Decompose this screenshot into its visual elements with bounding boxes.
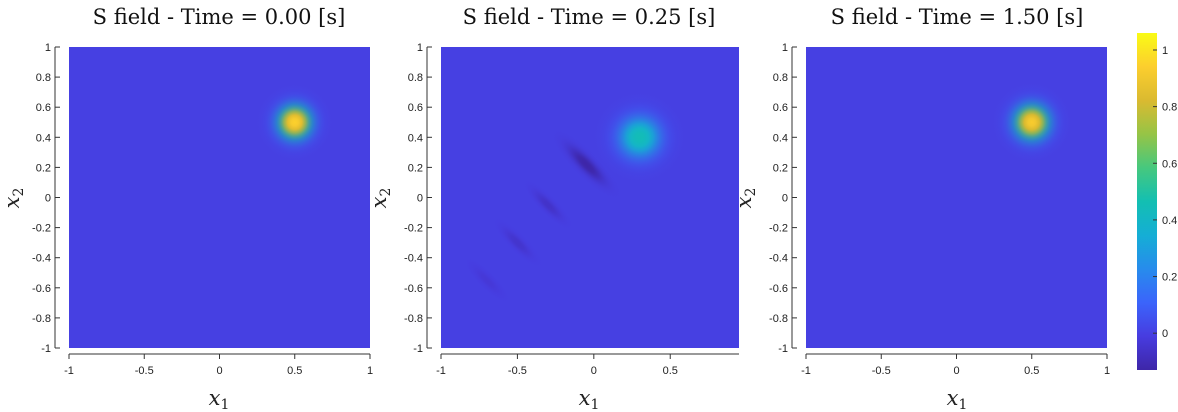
ripple-1 [539,117,633,212]
panel-2-x-label: x1 [579,386,600,412]
ripple-2 [512,169,584,241]
ripple-4 [450,244,523,317]
panel-2-y-ticks: 1 0.8 0.6 0.4 0.2 0 -0.2 -0.4 -0.6 -0.8 -1 [404,42,432,355]
panel-2-title: S field - Time = 0.25 [s] [463,5,716,29]
x-tick-label: -1 [801,365,811,377]
x-tick-label: 0.5 [1024,365,1039,377]
y-tick-label: 0 [45,193,51,205]
y-tick-label: 0.6 [408,102,423,114]
y-tick-label: -0.2 [769,223,788,235]
panel-2-field [450,83,695,317]
x-tick-label: -0.5 [508,365,527,377]
x-tick-label: -0.5 [135,365,154,377]
y-tick-label: 0.4 [773,132,788,144]
panel-3: S field - Time = 1.50 [s] -1 -0.5 0 0.5 1 1 0… [732,5,1110,412]
y-tick-label: 0.4 [36,132,51,144]
y-tick-label: -0.8 [769,313,788,325]
x-tick-label: 0.5 [287,365,302,377]
y-tick-label: 0.6 [36,102,51,114]
panel-3-y-ticks: 1 0.8 0.6 0.4 0.2 0 -0.2 -0.4 -0.6 -0.8 -1 [769,42,797,355]
y-tick-label: -0.4 [404,253,423,265]
y-tick-label: -1 [413,343,423,355]
y-tick-label: -0.6 [769,283,788,295]
colorbar-tick-label: 0.8 [1162,102,1177,114]
y-tick-label: 0.8 [773,72,788,84]
y-tick-label: 1 [782,42,788,54]
peak [584,83,695,192]
colorbar-tick-label: 0.6 [1162,158,1177,170]
panel-1-title: S field - Time = 0.00 [s] [93,5,346,29]
x-tick-label: 0 [216,365,222,377]
y-tick-label: -1 [778,343,788,355]
ripple-3 [481,206,554,279]
panel-1-x-ticks: -1 -0.5 0 0.5 1 [64,353,373,377]
x-tick-label: -0.5 [872,365,891,377]
panel-2: S field - Time = 0.25 [s] -1 -0.5 0 0.5 1 0.… [367,5,739,412]
panel-3-x-label: x1 [947,386,968,412]
x-tick-label: 1 [367,365,373,377]
y-tick-label: 1 [417,42,423,54]
y-tick-label: 0.4 [408,132,423,144]
y-tick-label: 0 [782,193,788,205]
panel-1: S field - Time = 0.00 [s] -1 -0.5 0 0.5 1 1 0… [0,5,373,412]
y-tick-label: -0.2 [32,223,51,235]
colorbar: 1 0.8 0.6 0.4 0.2 0 [1137,33,1177,370]
x-tick-label: -1 [64,365,74,377]
y-tick-label: -0.6 [32,283,51,295]
y-tick-label: -0.2 [404,223,423,235]
x-tick-label: 0 [591,365,597,377]
x-tick-label: 0.5 [663,365,678,377]
y-tick-label: 0.2 [408,162,423,174]
panel-1-field [251,78,339,166]
y-tick-label: 0.2 [773,162,788,174]
peak [986,77,1077,168]
panel-1-y-ticks: 1 0.8 0.6 0.4 0.2 0 -0.2 -0.4 -0.6 -0.8 -1 [32,42,60,355]
panel-3-y-label: x2 [732,188,759,209]
y-tick-label: -0.8 [32,313,51,325]
y-tick-label: -0.4 [32,253,51,265]
panel-2-y-label: x2 [367,188,394,209]
panel-3-title: S field - Time = 1.50 [s] [831,5,1084,29]
y-tick-label: 1 [45,42,51,54]
y-tick-label: 0.6 [773,102,788,114]
panel-1-y-label: x2 [0,188,27,209]
panel-2-x-ticks: -1 -0.5 0 0.5 [436,353,739,377]
panel-3-field [986,77,1077,168]
colorbar-tick-label: 0 [1162,328,1168,340]
x-tick-label: 0 [953,365,959,377]
y-tick-label: -0.6 [404,283,423,295]
y-tick-label: 0.8 [408,72,423,84]
x-tick-label: -1 [436,365,446,377]
panel-3-x-ticks: -1 -0.5 0 0.5 1 [801,353,1110,377]
y-tick-label: -1 [41,343,51,355]
y-tick-label: -0.8 [404,313,423,325]
y-tick-label: 0 [417,193,423,205]
colorbar-tick-label: 0.4 [1162,215,1177,227]
y-tick-label: 0.2 [36,162,51,174]
colorbar-ticks: 1 0.8 0.6 0.4 0.2 0 [1153,45,1177,340]
peak [251,78,339,166]
y-tick-label: 0.8 [36,72,51,84]
panel-1-x-label: x1 [209,386,230,412]
x-tick-label: 1 [1104,365,1110,377]
panel-2-field-background [441,47,739,348]
colorbar-tick-label: 1 [1162,45,1168,57]
colorbar-tick-label: 0.2 [1162,272,1177,284]
y-tick-label: -0.4 [769,253,788,265]
colorbar-gradient [1137,33,1157,370]
